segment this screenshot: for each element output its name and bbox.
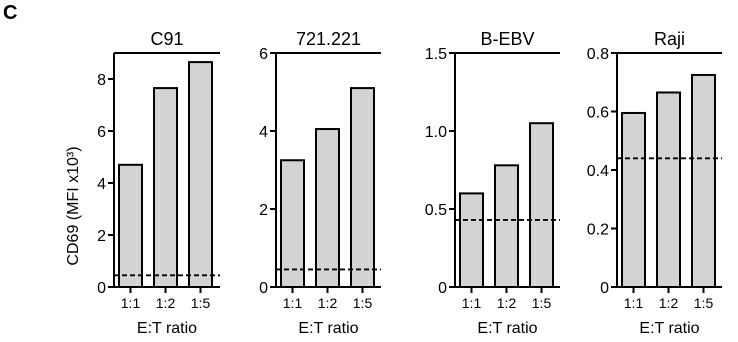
bar <box>315 128 340 288</box>
chart-title: 721.221 <box>296 29 361 49</box>
y-tick-label: 0.8 <box>587 46 609 63</box>
x-axis-label: E:T ratio <box>477 320 537 337</box>
y-tick-label: 2 <box>97 228 106 245</box>
x-tick-label: 1:2 <box>659 295 679 311</box>
y-tick-label: 4 <box>259 124 268 141</box>
x-axis-label: E:T ratio <box>639 320 699 337</box>
x-tick-label: 1:5 <box>532 295 552 311</box>
chart-panel-4: 0 0.2 0.4 0.6 0.8 1:1 1:2 1:5 Raji E:T ratio <box>587 29 722 337</box>
x-tick-label: 1:2 <box>156 295 176 311</box>
y-tick-label: 8 <box>97 72 106 89</box>
x-tick-label: 1:1 <box>121 295 141 311</box>
chart-title: B-EBV <box>480 29 534 49</box>
bar <box>153 87 178 288</box>
x-tick-label: 1:1 <box>462 295 482 311</box>
x-tick-label: 1:2 <box>497 295 517 311</box>
y-tick-label: 0 <box>259 280 268 297</box>
panel-label: C <box>3 2 18 24</box>
y-tick-label: 0.2 <box>587 222 609 239</box>
bar <box>188 61 213 288</box>
x-tick-label: 1:5 <box>353 295 373 311</box>
y-tick-label: 0.6 <box>587 105 609 122</box>
bar <box>280 159 305 288</box>
x-axis-label: E:T ratio <box>298 320 358 337</box>
y-tick-label: 0 <box>97 280 106 297</box>
y-tick-label: 0.5 <box>425 202 447 219</box>
y-tick-label: 1.5 <box>425 46 447 63</box>
y-tick-label: 0 <box>600 280 609 297</box>
x-tick-label: 1:5 <box>694 295 714 311</box>
y-tick-label: 0 <box>438 280 447 297</box>
chart-title: Raji <box>654 29 685 49</box>
y-tick-label: 4 <box>97 176 106 193</box>
bar <box>656 91 681 288</box>
y-tick-label: 1.0 <box>425 124 447 141</box>
y-tick-label: 0.4 <box>587 163 609 180</box>
y-tick-label: 2 <box>259 202 268 219</box>
y-tick-label: 6 <box>97 124 106 141</box>
x-tick-label: 1:5 <box>191 295 211 311</box>
chart-panel-3: 0 0.5 1.0 1.5 1:1 1:2 1:5 B-EBV E:T ratio <box>425 29 560 337</box>
x-axis-label: E:T ratio <box>137 320 197 337</box>
bar <box>494 164 519 289</box>
y-axis-label: CD69 (MFI x10³) <box>65 146 82 265</box>
x-tick-label: 1:1 <box>283 295 303 311</box>
bar <box>118 163 143 288</box>
bar <box>621 111 646 289</box>
y-tick-label: 6 <box>259 46 268 63</box>
x-tick-label: 1:1 <box>624 295 644 311</box>
chart-title: C91 <box>150 29 183 49</box>
bar <box>529 122 554 288</box>
x-tick-label: 1:2 <box>318 295 338 311</box>
bar <box>691 73 716 288</box>
bar <box>459 192 484 288</box>
chart-panel-1: 0 2 4 6 8 1:1 1:2 1:5 C91 E:T ratio <box>97 29 220 337</box>
chart-panel-2: 0 2 4 6 1:1 1:2 1:5 721.221 E:T ratio <box>259 29 381 337</box>
bar <box>350 87 375 288</box>
